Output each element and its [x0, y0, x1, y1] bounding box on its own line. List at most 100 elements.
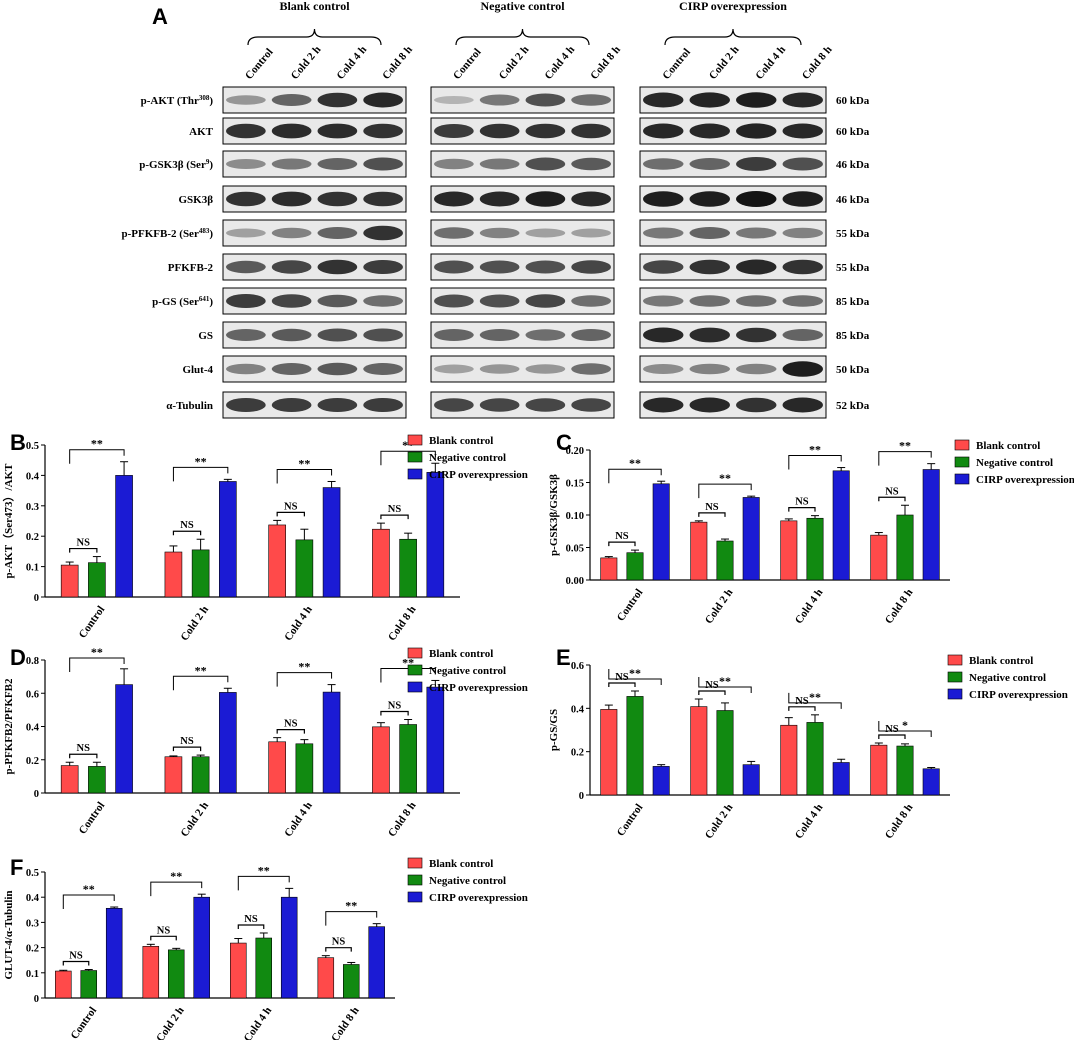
blot-band	[525, 228, 566, 238]
blot-band	[271, 398, 312, 412]
sig-label: **	[719, 471, 731, 485]
blot-band	[643, 327, 684, 343]
protein-label: PFKFB-2	[168, 262, 214, 274]
ns-bracket	[698, 512, 726, 517]
panel-letter: A	[152, 4, 168, 29]
sig-label: **	[809, 443, 821, 457]
blot-band	[271, 328, 312, 342]
y-axis-label: p-GS/GS	[548, 709, 560, 751]
legend-label: CIRP overexpression	[429, 682, 528, 694]
ns-label: NS	[77, 538, 91, 549]
legend-label: Blank control	[429, 435, 493, 447]
bar	[295, 743, 314, 794]
group-brace	[247, 28, 382, 46]
blot-band	[434, 398, 474, 412]
blot-band	[479, 364, 520, 374]
y-tick-label: 0	[34, 994, 39, 1005]
ns-bracket	[878, 496, 906, 502]
ns-label: NS	[795, 696, 809, 707]
bar	[870, 534, 888, 581]
bar	[372, 528, 390, 598]
y-axis-label: p-GSK3β/GSK3β	[548, 474, 560, 556]
blot-band	[782, 123, 823, 139]
lane-label: Cold 2 h	[707, 44, 742, 82]
kda-label: 85 kDa	[836, 296, 870, 308]
y-tick-label: 0.5	[26, 441, 39, 452]
lane-label: Cold 8 h	[588, 44, 623, 82]
sig-bracket	[325, 911, 378, 926]
blot-band	[643, 123, 684, 139]
sig-label: **	[258, 863, 270, 877]
ns-label: NS	[284, 719, 298, 730]
bar	[922, 469, 940, 581]
bar	[167, 949, 185, 999]
blot-band	[571, 191, 611, 207]
sig-label: **	[91, 645, 103, 659]
bar	[60, 765, 79, 794]
ns-bracket	[788, 507, 816, 512]
sig-label: **	[899, 439, 911, 453]
blot-group-label: Blank control	[279, 0, 350, 13]
bar	[780, 724, 798, 796]
y-tick-label: 0.1	[26, 969, 39, 980]
y-tick-label: 0.4	[571, 704, 585, 715]
y-tick-label: 0.6	[571, 661, 584, 672]
y-tick-label: 0.3	[26, 918, 39, 929]
bar	[652, 483, 670, 581]
blot-band	[271, 191, 312, 207]
ns-label: NS	[157, 925, 171, 936]
bar	[399, 538, 417, 598]
legend-swatch	[407, 451, 423, 463]
bar	[80, 970, 98, 999]
ns-bracket	[878, 734, 906, 739]
bar	[399, 724, 417, 794]
blot-band	[736, 295, 777, 307]
blot-band	[689, 295, 730, 307]
legend-swatch	[947, 671, 963, 683]
legend-label: Blank control	[969, 655, 1033, 667]
blot-band	[317, 123, 358, 139]
blot-band	[479, 191, 520, 207]
ns-label: NS	[332, 937, 346, 948]
legend-label: Negative control	[429, 452, 506, 464]
bar	[322, 691, 341, 794]
bar	[896, 745, 914, 796]
ns-bracket	[150, 935, 177, 941]
blot-band	[226, 159, 266, 169]
group-brace	[455, 28, 590, 46]
lane-label: Cold 4 h	[334, 44, 369, 82]
kda-label: 52 kDa	[836, 400, 870, 412]
bar	[600, 709, 618, 796]
legend-swatch	[947, 688, 963, 700]
blot-band	[782, 361, 823, 377]
y-tick-label: 0.10	[566, 511, 584, 522]
ns-bracket	[608, 541, 636, 547]
sig-label: **	[91, 437, 103, 451]
bar	[191, 756, 210, 794]
blot-band	[689, 363, 730, 375]
ns-label: NS	[180, 736, 194, 747]
x-tick-label: Cold 2 h	[703, 587, 736, 626]
bar	[219, 481, 237, 598]
blot-band	[782, 329, 823, 341]
blot-band	[479, 158, 520, 170]
blot-band	[479, 329, 520, 341]
lane-label: Control	[660, 46, 693, 82]
y-tick-label: 0	[34, 789, 39, 800]
x-tick-label: Cold 8 h	[386, 800, 419, 839]
lane-label: Cold 2 h	[289, 44, 324, 82]
blot-band	[689, 397, 730, 413]
bar	[626, 552, 644, 581]
blot-band	[434, 158, 474, 170]
blot-band	[479, 294, 520, 308]
bar	[426, 472, 445, 598]
sig-label: **	[298, 660, 310, 674]
legend-swatch	[407, 681, 423, 693]
blot-band	[643, 295, 684, 307]
sig-bracket	[608, 669, 662, 685]
blot-band	[689, 327, 730, 343]
bar	[600, 557, 618, 581]
blot-band	[363, 260, 403, 274]
bar	[652, 766, 670, 796]
